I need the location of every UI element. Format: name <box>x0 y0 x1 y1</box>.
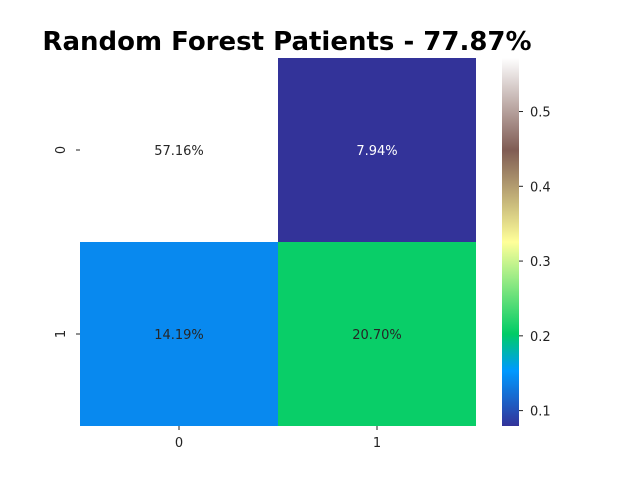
colorbar-gradient <box>502 58 519 426</box>
heatmap-cell-1-0 <box>80 242 278 426</box>
heatmap-cells: 57.16% 7.94% 14.19% 20.70% <box>80 58 476 426</box>
cell-label-0-0: 57.16% <box>154 144 204 159</box>
y-tick-label-1: 1 <box>54 330 69 338</box>
cell-label-1-0: 14.19% <box>154 328 204 343</box>
x-tick-label-0: 0 <box>175 436 183 451</box>
cell-label-1-1: 20.70% <box>352 328 402 343</box>
x-tick-label-1: 1 <box>373 436 381 451</box>
colorbar-tick-label: 0.2 <box>530 330 551 345</box>
heatmap-cell-0-1 <box>278 58 476 242</box>
cell-label-0-1: 7.94% <box>356 144 397 159</box>
chart-title: Random Forest Patients - 77.87% <box>42 27 531 57</box>
heatmap-cell-1-1 <box>278 242 476 426</box>
colorbar-tick-label: 0.1 <box>530 405 551 420</box>
colorbar-tick-label: 0.4 <box>530 180 551 195</box>
heatmap-cell-0-0 <box>80 58 278 242</box>
y-tick-label-0: 0 <box>54 146 69 154</box>
colorbar: 0.1 0.2 0.3 0.4 0.5 <box>502 58 551 426</box>
y-axis: 01 <box>54 146 80 338</box>
colorbar-tick-label: 0.3 <box>530 255 551 270</box>
colorbar-tick-label: 0.5 <box>530 106 551 121</box>
